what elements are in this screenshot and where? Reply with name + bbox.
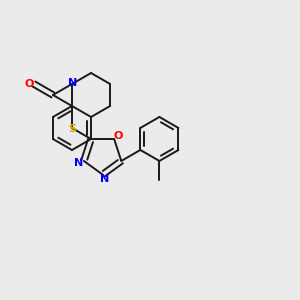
Text: N: N (68, 78, 78, 88)
Text: O: O (24, 79, 34, 89)
Text: N: N (74, 158, 83, 168)
Text: S: S (68, 124, 76, 134)
Text: O: O (113, 131, 123, 141)
Text: N: N (100, 173, 109, 184)
